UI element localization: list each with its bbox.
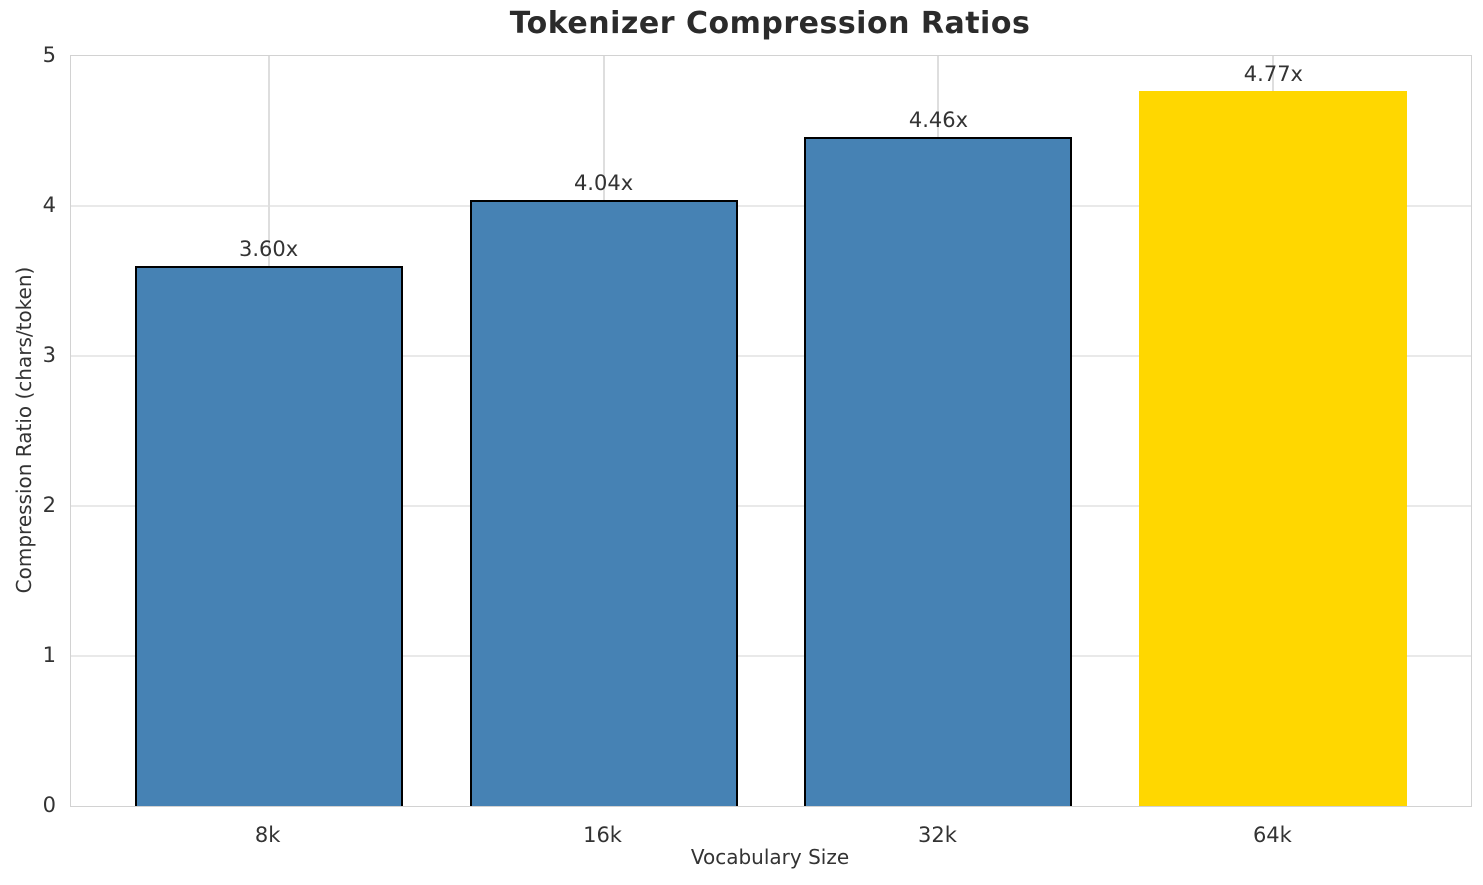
x-tick-label: 8k [254,823,281,847]
x-tick-label: 64k [1252,823,1292,847]
bar-value-label: 3.60x [239,237,299,261]
y-tick-label: 4 [42,193,56,217]
x-tick-label: 32k [918,823,957,847]
y-tick-label: 1 [42,643,56,667]
bar-value-label: 4.77x [1243,61,1303,86]
bar-8k [134,266,403,806]
plot-area: 3.60x 4.04x 4.46x 4.77x [70,55,1472,807]
x-tick-label: 16k [583,823,622,847]
y-gridline [71,655,1471,657]
bar-16k [469,200,738,806]
bar-value-label: 4.04x [573,171,634,195]
bar-32k [804,137,1073,806]
chart-title: Tokenizer Compression Ratios [509,6,1031,41]
y-gridline [71,205,1471,207]
y-axis-label: Compression Ratio (chars/token) [12,266,36,594]
y-gridline [71,505,1471,507]
y-tick-label: 0 [42,793,56,817]
bar-64k [1139,90,1408,806]
y-tick-label: 5 [42,43,56,67]
y-tick-label: 3 [42,343,56,367]
y-tick-label: 2 [42,493,56,517]
x-axis-label: Vocabulary Size [690,845,850,869]
bar-value-label: 4.46x [908,108,969,132]
y-gridline [71,355,1471,357]
